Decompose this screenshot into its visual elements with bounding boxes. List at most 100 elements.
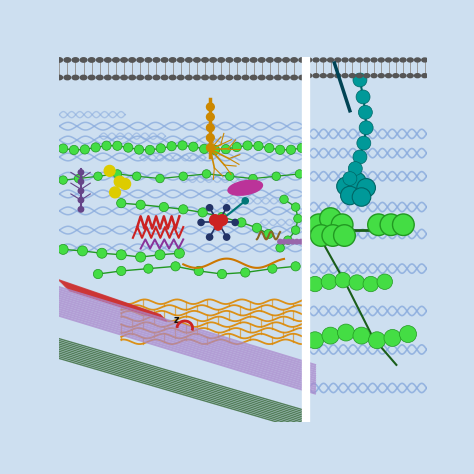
Circle shape <box>275 145 285 155</box>
Circle shape <box>120 179 130 189</box>
Circle shape <box>116 250 126 260</box>
Circle shape <box>380 214 402 236</box>
Circle shape <box>124 143 133 152</box>
Circle shape <box>322 225 344 246</box>
Circle shape <box>226 172 234 181</box>
Circle shape <box>294 214 302 223</box>
Ellipse shape <box>274 75 281 80</box>
Ellipse shape <box>407 73 413 78</box>
Ellipse shape <box>349 73 355 78</box>
Circle shape <box>194 266 203 275</box>
Circle shape <box>264 144 274 153</box>
Circle shape <box>156 144 165 153</box>
Circle shape <box>353 150 367 164</box>
Ellipse shape <box>145 75 152 80</box>
Ellipse shape <box>202 58 209 62</box>
Circle shape <box>331 214 353 236</box>
Circle shape <box>252 223 262 232</box>
Ellipse shape <box>283 75 289 80</box>
Ellipse shape <box>56 58 63 62</box>
Circle shape <box>347 173 366 191</box>
Circle shape <box>363 276 379 292</box>
Circle shape <box>286 145 296 155</box>
Circle shape <box>232 142 241 152</box>
Ellipse shape <box>400 58 406 62</box>
Circle shape <box>80 145 90 154</box>
Circle shape <box>357 179 375 197</box>
Circle shape <box>356 90 370 104</box>
Circle shape <box>400 326 417 343</box>
Ellipse shape <box>299 75 306 80</box>
Ellipse shape <box>356 73 363 78</box>
Circle shape <box>286 239 291 244</box>
Circle shape <box>136 252 146 262</box>
Ellipse shape <box>226 75 233 80</box>
Circle shape <box>254 141 263 151</box>
Ellipse shape <box>234 58 241 62</box>
Ellipse shape <box>228 180 263 195</box>
Circle shape <box>69 146 79 155</box>
Ellipse shape <box>153 75 160 80</box>
Ellipse shape <box>415 58 420 62</box>
Circle shape <box>341 186 359 205</box>
Circle shape <box>144 264 153 273</box>
Ellipse shape <box>400 73 406 78</box>
Ellipse shape <box>371 73 377 78</box>
Ellipse shape <box>335 58 341 62</box>
Ellipse shape <box>218 75 225 80</box>
Circle shape <box>357 136 371 150</box>
Circle shape <box>335 273 351 288</box>
Circle shape <box>133 172 141 181</box>
Circle shape <box>159 202 169 212</box>
Circle shape <box>156 174 164 183</box>
Ellipse shape <box>113 75 119 80</box>
Circle shape <box>207 134 214 142</box>
Circle shape <box>94 172 102 181</box>
Circle shape <box>109 187 120 198</box>
Circle shape <box>377 274 392 290</box>
Ellipse shape <box>242 75 249 80</box>
Ellipse shape <box>129 75 136 80</box>
Circle shape <box>200 144 209 154</box>
Ellipse shape <box>422 73 428 78</box>
Ellipse shape <box>407 58 413 62</box>
Ellipse shape <box>177 75 184 80</box>
Ellipse shape <box>137 58 144 62</box>
Circle shape <box>264 229 273 238</box>
Ellipse shape <box>306 58 312 62</box>
Ellipse shape <box>258 75 265 80</box>
Circle shape <box>113 141 122 150</box>
Ellipse shape <box>72 75 79 80</box>
Circle shape <box>249 174 257 183</box>
Circle shape <box>135 145 144 154</box>
Circle shape <box>232 219 238 226</box>
Ellipse shape <box>320 73 326 78</box>
Circle shape <box>348 162 362 175</box>
Circle shape <box>343 172 357 185</box>
Circle shape <box>307 332 324 349</box>
Circle shape <box>392 214 414 236</box>
Ellipse shape <box>105 58 111 62</box>
Ellipse shape <box>393 58 399 62</box>
Ellipse shape <box>385 73 392 78</box>
Circle shape <box>299 239 303 244</box>
Circle shape <box>283 236 292 245</box>
Ellipse shape <box>210 58 217 62</box>
Ellipse shape <box>422 58 428 62</box>
Ellipse shape <box>266 58 273 62</box>
Ellipse shape <box>291 58 297 62</box>
Circle shape <box>291 239 295 244</box>
Circle shape <box>359 121 373 135</box>
Circle shape <box>145 146 155 155</box>
Circle shape <box>78 179 84 184</box>
Circle shape <box>237 218 246 227</box>
Circle shape <box>276 244 284 252</box>
Ellipse shape <box>72 58 79 62</box>
Ellipse shape <box>145 58 152 62</box>
Circle shape <box>272 172 281 181</box>
Circle shape <box>207 144 214 152</box>
Ellipse shape <box>121 75 128 80</box>
Circle shape <box>291 262 300 271</box>
Circle shape <box>353 73 367 87</box>
Circle shape <box>321 274 337 290</box>
